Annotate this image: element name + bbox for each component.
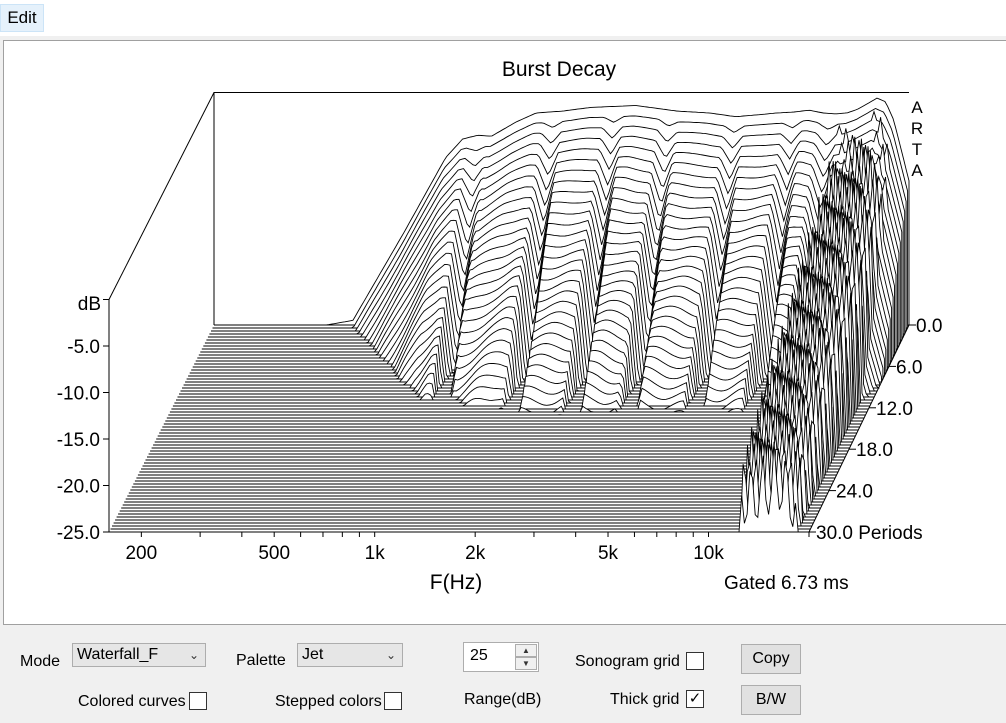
decay-curve bbox=[165, 266, 863, 422]
plot-back-panel bbox=[108, 92, 909, 325]
colored-curves-label: Colored curves bbox=[78, 693, 186, 710]
decay-curve bbox=[156, 292, 854, 440]
x-tick-label: 200 bbox=[125, 543, 157, 564]
x-tick-label: 10k bbox=[693, 543, 724, 564]
y-tick-label: -5.0 bbox=[67, 337, 100, 358]
z-tick-label: 6.0 bbox=[896, 357, 922, 378]
menu-edit[interactable]: Edit bbox=[0, 4, 44, 32]
thick-grid-checkbox[interactable]: ✓ bbox=[686, 690, 704, 708]
decay-curve bbox=[125, 393, 825, 500]
decay-curve bbox=[134, 363, 834, 482]
waterfall-curves bbox=[109, 97, 910, 533]
chart-title: Burst Decay bbox=[502, 58, 617, 81]
mode-select[interactable]: Waterfall_F ⌄ bbox=[72, 643, 206, 667]
sonogram-grid-checkbox[interactable] bbox=[686, 652, 704, 670]
chevron-down-icon: ⌄ bbox=[385, 648, 396, 662]
decay-curve bbox=[124, 398, 824, 503]
z-tick-label: 24.0 bbox=[836, 482, 873, 503]
decay-curve bbox=[110, 436, 811, 530]
decay-curve bbox=[159, 278, 857, 434]
decrement-icon[interactable]: ▼ bbox=[515, 657, 537, 670]
decay-curve bbox=[166, 256, 865, 419]
palette-value: Jet bbox=[302, 646, 324, 663]
decay-curve bbox=[118, 415, 818, 515]
decay-curve bbox=[116, 413, 817, 518]
x-tick-label: 2k bbox=[465, 543, 486, 564]
watermark-letter: A bbox=[911, 98, 923, 117]
waterfall-plot: Burst Decay dB F(Hz) Gated 6.73 ms ARTA … bbox=[57, 58, 943, 594]
z-tick-label: 12.0 bbox=[876, 399, 913, 420]
decay-curve bbox=[148, 311, 847, 455]
decay-curve bbox=[142, 337, 841, 467]
decay-curve bbox=[137, 344, 837, 476]
decay-curve bbox=[163, 272, 862, 425]
decay-curve bbox=[112, 440, 812, 527]
decay-curve bbox=[141, 342, 840, 470]
y-axis-label: dB bbox=[78, 294, 101, 315]
palette-select[interactable]: Jet ⌄ bbox=[297, 643, 403, 667]
decay-curve bbox=[147, 324, 846, 458]
mode-label: Mode bbox=[20, 653, 61, 670]
range-label: Range(dB) bbox=[464, 691, 542, 708]
y-tick-label: -10.0 bbox=[57, 384, 100, 405]
decay-curve bbox=[131, 370, 831, 488]
chevron-down-icon: ⌄ bbox=[188, 648, 199, 662]
decay-curve bbox=[151, 309, 850, 449]
decay-curve bbox=[115, 426, 815, 521]
watermark-letter: T bbox=[912, 140, 922, 159]
gating-note: Gated 6.73 ms bbox=[724, 573, 849, 594]
decay-curve bbox=[154, 299, 853, 443]
decay-curve bbox=[119, 408, 820, 512]
menu-bar: Edit bbox=[0, 0, 1006, 36]
copy-button[interactable]: Copy bbox=[741, 644, 801, 674]
x-tick-label: 5k bbox=[598, 543, 619, 564]
x-tick-label: 500 bbox=[258, 543, 290, 564]
z-tick-label: 18.0 bbox=[856, 440, 893, 461]
mode-value: Waterfall_F bbox=[77, 646, 159, 663]
x-axis-label: F(Hz) bbox=[430, 571, 482, 594]
y-tick-label: -15.0 bbox=[57, 430, 100, 451]
decay-curve bbox=[139, 344, 838, 473]
decay-curve bbox=[128, 380, 828, 494]
watermark-letter: R bbox=[911, 119, 923, 138]
range-value: 25 bbox=[470, 647, 488, 664]
decay-curve bbox=[122, 405, 822, 506]
bw-button[interactable]: B/W bbox=[741, 685, 801, 715]
decay-curve bbox=[157, 288, 856, 437]
stepped-colors-checkbox[interactable] bbox=[384, 692, 402, 710]
decay-curve bbox=[144, 334, 843, 464]
decay-curve bbox=[127, 378, 827, 497]
x-tick-label: 1k bbox=[365, 543, 386, 564]
watermark-letter: A bbox=[911, 161, 923, 180]
decay-curve bbox=[113, 434, 814, 524]
z-tick-label: 0.0 bbox=[916, 316, 942, 337]
decay-curve bbox=[121, 403, 821, 509]
decay-curve bbox=[168, 253, 866, 416]
sonogram-grid-label: Sonogram grid bbox=[575, 653, 680, 670]
decay-curve bbox=[169, 245, 867, 413]
decay-curve bbox=[160, 274, 859, 431]
decay-curve bbox=[162, 276, 860, 428]
z-tick-label: 30.0 Periods bbox=[816, 523, 923, 544]
colored-curves-checkbox[interactable] bbox=[189, 692, 207, 710]
y-tick-label: -20.0 bbox=[57, 477, 100, 498]
palette-label: Palette bbox=[236, 652, 286, 669]
increment-icon[interactable]: ▲ bbox=[515, 644, 537, 657]
range-stepper[interactable]: 25 ▲ ▼ bbox=[463, 642, 539, 672]
stepped-colors-label: Stepped colors bbox=[275, 693, 382, 710]
thick-grid-label: Thick grid bbox=[610, 691, 680, 708]
decay-curve bbox=[145, 327, 844, 461]
decay-curve bbox=[153, 305, 851, 446]
decay-curve bbox=[150, 309, 849, 452]
decay-curve bbox=[171, 238, 869, 410]
y-tick-label: -25.0 bbox=[57, 523, 100, 544]
tick-labels: -5.0 -10.0 -15.0 -20.0 -25.0 200 500 1k 2k 5k 10k 0… bbox=[57, 316, 943, 564]
decay-curve bbox=[130, 375, 830, 491]
plot-axes bbox=[103, 299, 916, 537]
decay-curve bbox=[136, 359, 836, 479]
decay-curve bbox=[133, 369, 833, 485]
